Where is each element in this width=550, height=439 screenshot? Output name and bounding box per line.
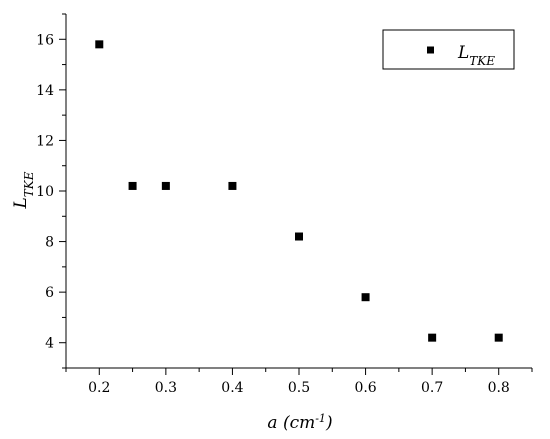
- y-axis-label: LTKE: [11, 171, 36, 209]
- x-tick-label: 0.4: [221, 380, 243, 396]
- y-tick-label: 14: [36, 83, 54, 99]
- y-tick-label: 4: [45, 336, 54, 352]
- data-point: [228, 181, 237, 190]
- legend-marker-ltke: [427, 46, 434, 54]
- data-point: [361, 293, 370, 302]
- legend-box: [382, 29, 515, 70]
- x-tick-label: 0.5: [288, 380, 310, 396]
- data-point: [95, 40, 104, 49]
- data-point: [161, 181, 170, 190]
- x-tick-label: 0.7: [421, 380, 443, 396]
- y-tick-label: 8: [45, 235, 54, 251]
- y-tick-label: 10: [36, 184, 54, 200]
- x-axis-label-main: a (cm: [267, 413, 315, 433]
- y-tick-label: 16: [36, 32, 54, 48]
- legend-label-ltke: LTKE: [457, 43, 495, 68]
- y-axis-label-sub: TKE: [22, 171, 36, 197]
- data-points: [95, 40, 503, 342]
- x-tick-label: 0.3: [155, 380, 177, 396]
- y-axis-ticks: 4 6 8 10 12 14 16: [36, 13, 66, 369]
- legend: LTKE: [382, 29, 515, 70]
- data-point: [128, 181, 137, 190]
- y-axis-label-main: L: [11, 197, 31, 209]
- x-tick-label: 0.8: [488, 380, 510, 396]
- x-axis-ticks: 0.2 0.3 0.4 0.5 0.6 0.7 0.8: [65, 368, 533, 396]
- legend-label-main: L: [457, 43, 469, 63]
- x-tick-label: 0.6: [354, 380, 376, 396]
- y-tick-label: 6: [45, 285, 54, 301]
- data-point: [428, 333, 437, 342]
- x-axis-label: a (cm-1): [267, 412, 332, 434]
- y-tick-label: 12: [36, 133, 54, 149]
- data-point: [494, 333, 503, 342]
- x-axis-label-sup: -1: [315, 412, 326, 425]
- data-point: [295, 232, 303, 241]
- x-tick-label: 0.2: [88, 380, 110, 396]
- legend-label-sub: TKE: [469, 54, 495, 68]
- x-axis-label-close: ): [325, 413, 333, 433]
